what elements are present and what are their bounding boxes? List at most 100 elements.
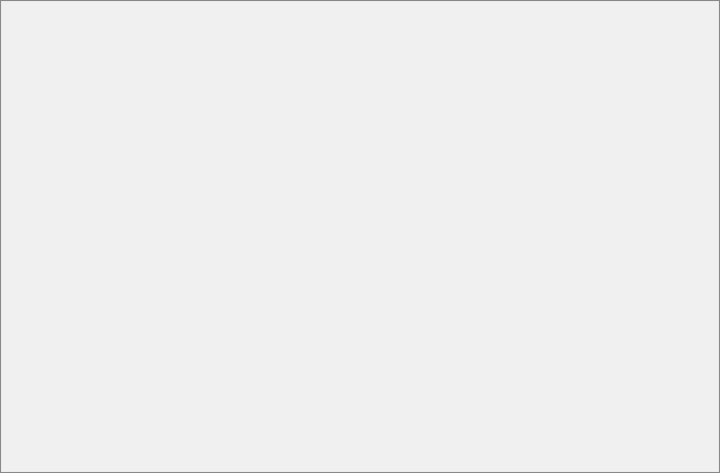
Text: Multimedia: Multimedia bbox=[28, 168, 83, 178]
Bar bbox=[156, 95, 706, 109]
Text: Dual DDR3-1333: Dual DDR3-1333 bbox=[556, 111, 638, 121]
Text: ▼: ▼ bbox=[710, 80, 716, 89]
Bar bbox=[158, 422, 170, 432]
Text: ▶: ▶ bbox=[5, 112, 10, 118]
Text: CPU Hash: CPU Hash bbox=[40, 429, 88, 439]
Text: 3000 MHz: 3000 MHz bbox=[331, 279, 379, 289]
Bar bbox=[26, 342, 38, 352]
Text: Memory Latency: Memory Latency bbox=[40, 357, 122, 367]
Text: Config: Config bbox=[28, 270, 59, 280]
Text: ✓: ✓ bbox=[312, 45, 321, 55]
Text: P67: P67 bbox=[501, 111, 519, 121]
Bar bbox=[158, 82, 208, 94]
Text: 5-5-5-18 CR2: 5-5-5-18 CR2 bbox=[626, 279, 690, 289]
Bar bbox=[0, 412, 154, 427]
Bar bbox=[662, 1, 678, 17]
Bar bbox=[156, 350, 706, 364]
Text: CPU Type: CPU Type bbox=[172, 324, 217, 334]
Text: ▪: ▪ bbox=[108, 44, 117, 56]
Text: ▶: ▶ bbox=[26, 44, 35, 56]
Text: ↑: ↑ bbox=[44, 44, 55, 56]
Bar bbox=[28, 330, 30, 335]
Bar bbox=[158, 394, 170, 404]
Text: 329812: 329812 bbox=[160, 97, 201, 107]
Text: Gigabyte GA-EP35C-DS3R: Gigabyte GA-EP35C-DS3R bbox=[381, 265, 508, 275]
Text: 27756: 27756 bbox=[160, 223, 191, 233]
Text: 1600 MHz: 1600 MHz bbox=[331, 167, 379, 177]
Bar bbox=[210, 39, 290, 61]
Text: Dual DDR3-1333: Dual DDR3-1333 bbox=[556, 293, 638, 303]
Bar bbox=[28, 344, 30, 349]
Text: 41712: 41712 bbox=[160, 181, 191, 191]
Text: CPU Queen: CPU Queen bbox=[40, 371, 95, 381]
Bar bbox=[14, 168, 26, 178]
Bar bbox=[159, 409, 169, 417]
Bar bbox=[158, 208, 208, 220]
Bar bbox=[156, 81, 706, 95]
Bar bbox=[156, 336, 706, 350]
Bar bbox=[156, 109, 706, 123]
Text: □: □ bbox=[683, 4, 692, 14]
Text: CPU Clock: CPU Clock bbox=[172, 352, 221, 362]
Text: CL-RCD-RP-R...: CL-RCD-RP-R... bbox=[626, 68, 708, 78]
Text: 24:6: 24:6 bbox=[316, 408, 338, 418]
Bar bbox=[158, 166, 208, 178]
Text: 324861: 324861 bbox=[160, 111, 197, 121]
Text: 8x Xeon E5462: 8x Xeon E5462 bbox=[211, 181, 284, 191]
Text: DirectX: DirectX bbox=[28, 212, 64, 222]
Text: 8x Opteron 2378: 8x Opteron 2378 bbox=[211, 195, 294, 205]
Bar bbox=[156, 64, 719, 455]
Bar bbox=[26, 313, 38, 323]
Bar bbox=[158, 352, 170, 362]
Text: Asus P8P67: Asus P8P67 bbox=[381, 111, 438, 121]
Bar bbox=[28, 315, 30, 320]
Bar bbox=[31, 359, 33, 364]
Bar bbox=[158, 366, 170, 376]
Text: Memory Read: Memory Read bbox=[40, 313, 107, 323]
Bar bbox=[130, 39, 186, 61]
Text: Nano L2200: Nano L2200 bbox=[211, 167, 270, 177]
Text: Asus Crosshair V Formula: Asus Crosshair V Formula bbox=[381, 97, 521, 107]
Text: A75 Int.: A75 Int. bbox=[501, 293, 539, 303]
Bar bbox=[158, 324, 170, 334]
Text: 6x Core i7-990X Extre...: 6x Core i7-990X Extre... bbox=[211, 83, 327, 93]
Text: Asus M3N78-EM: Asus M3N78-EM bbox=[381, 279, 460, 289]
Text: ▲: ▲ bbox=[710, 67, 716, 76]
Text: Intel S5400SF: Intel S5400SF bbox=[381, 181, 449, 191]
Bar bbox=[14, 226, 26, 236]
Text: Motherboard: Motherboard bbox=[28, 110, 91, 120]
Bar bbox=[14, 270, 26, 280]
Text: X58: X58 bbox=[501, 237, 520, 247]
Bar bbox=[26, 357, 38, 367]
Text: File: File bbox=[8, 22, 25, 32]
Text: ▶: ▶ bbox=[5, 185, 10, 191]
Bar bbox=[26, 429, 38, 439]
Text: Unganged Dual D...: Unganged Dual D... bbox=[556, 251, 652, 261]
Text: 6-6-6-18 CR1: 6-6-6-18 CR1 bbox=[626, 139, 690, 149]
Text: Field: Field bbox=[171, 308, 198, 318]
Bar bbox=[158, 124, 208, 136]
Text: X58: X58 bbox=[501, 83, 520, 93]
Text: Tyan Thunder n3600R: Tyan Thunder n3600R bbox=[381, 195, 488, 205]
Text: 4x Phenom II X4 Blac...: 4x Phenom II X4 Blac... bbox=[211, 279, 323, 289]
Text: nForcePro-3600: nForcePro-3600 bbox=[501, 251, 577, 261]
Bar bbox=[0, 36, 720, 64]
Bar bbox=[0, 64, 50, 79]
Text: Security: Security bbox=[28, 255, 68, 265]
Bar bbox=[679, 1, 695, 17]
Bar bbox=[26, 371, 38, 381]
Text: Server: Server bbox=[28, 139, 60, 149]
Text: ▶: ▶ bbox=[5, 170, 10, 176]
Bar bbox=[158, 152, 208, 164]
Bar bbox=[156, 235, 706, 249]
Text: CPU: CPU bbox=[158, 68, 180, 78]
Bar bbox=[156, 322, 706, 336]
Text: 9-9-9-24 CR1: 9-9-9-24 CR1 bbox=[626, 111, 690, 121]
Text: Supermicro X8DTN+: Supermicro X8DTN+ bbox=[381, 153, 482, 163]
Text: Triple DDR3-1333: Triple DDR3-1333 bbox=[556, 83, 642, 93]
Bar bbox=[14, 125, 26, 135]
Text: Menu: Menu bbox=[5, 67, 34, 77]
Text: 42632: 42632 bbox=[160, 153, 191, 163]
Bar bbox=[156, 392, 706, 406]
Text: Display: Display bbox=[28, 154, 64, 164]
